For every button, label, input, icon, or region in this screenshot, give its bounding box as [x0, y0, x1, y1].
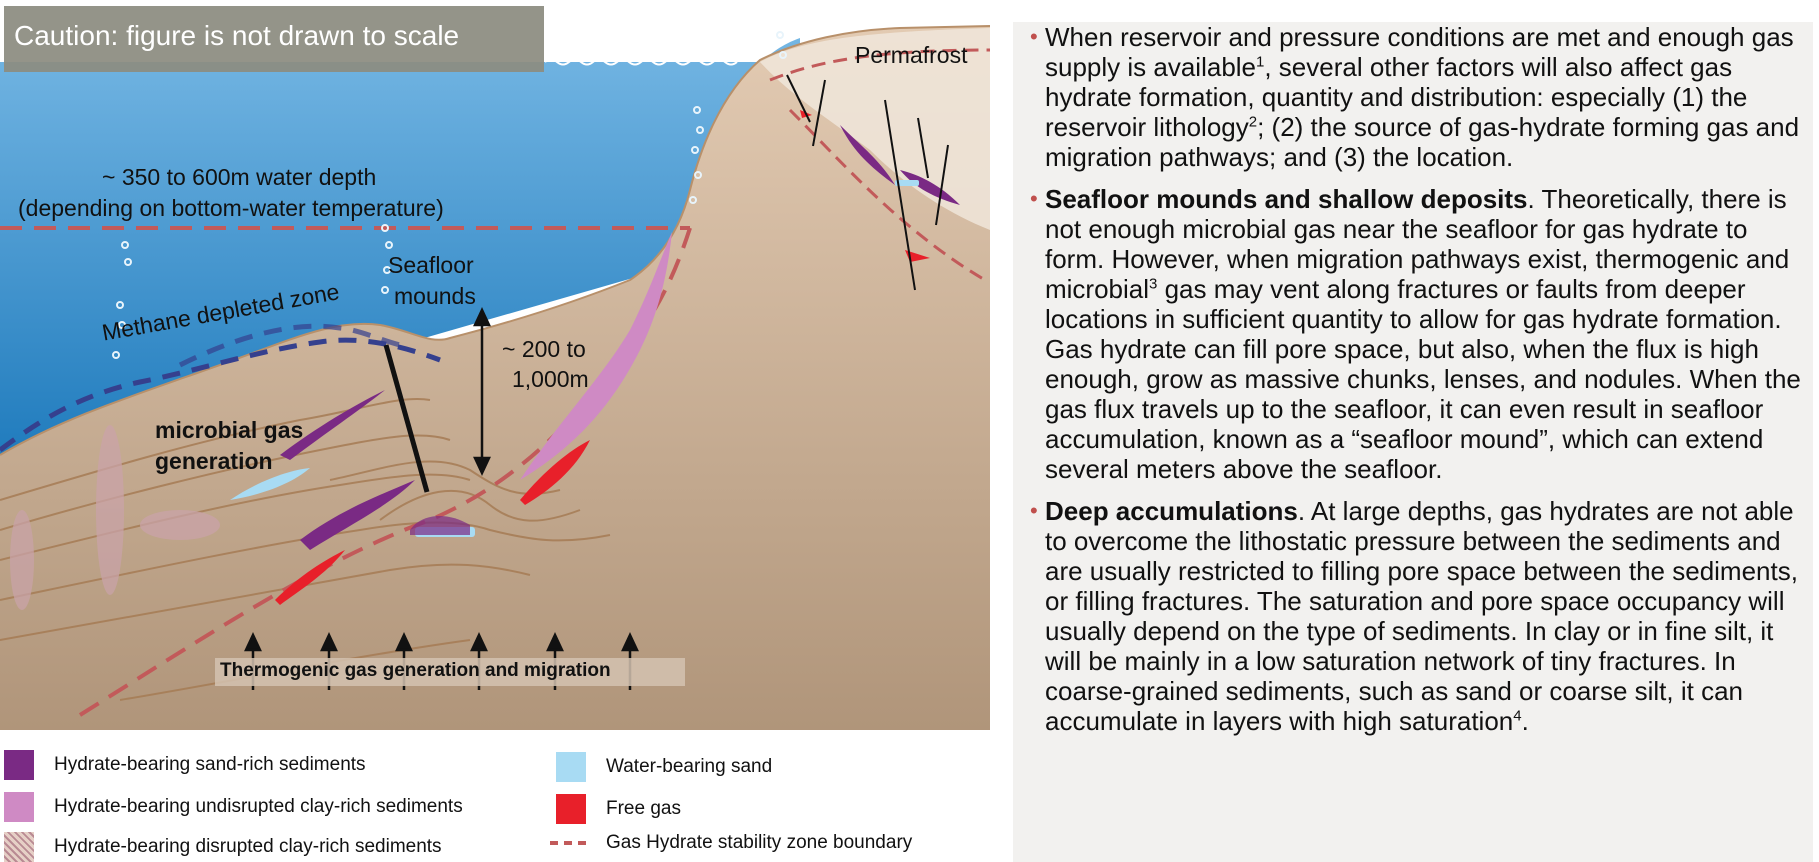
cross-section-illustration: [0, 25, 991, 730]
caution-text: Caution: figure is not drawn to scale: [14, 20, 460, 51]
methane-depleted-zone-line: [0, 337, 441, 453]
dashed-line-icon: [550, 841, 586, 845]
thermogenic-label: Thermogenic gas generation and migration: [220, 660, 611, 681]
seafloor-mounds-label-1: Seafloor: [388, 252, 474, 278]
stability-boundary-deep: [78, 227, 692, 717]
stability-boundary-permafrost: [769, 48, 991, 82]
depth-range-arrow: [473, 307, 491, 476]
hydrate-sand-lenses: [280, 125, 960, 550]
fault-line: [383, 344, 430, 493]
swatch-hydrate-sand: [4, 750, 34, 780]
swatch-free-gas: [556, 794, 586, 824]
legend-item-hydrate-clay: Hydrate-bearing undisrupted clay-rich se…: [4, 792, 463, 822]
depth-range-label-2: 1,000m: [512, 366, 589, 392]
bullet-title: Seafloor mounds and shallow deposits: [1045, 184, 1528, 214]
legend-item-free-gas: Free gas: [556, 794, 681, 824]
legend-item-hydrate-sand: Hydrate-bearing sand-rich sediments: [4, 750, 366, 780]
free-gas-patches: [275, 110, 930, 605]
sediment: [0, 26, 990, 730]
permafrost-label: Permafrost: [855, 42, 968, 68]
bullet-deep-accumulations: Deep accumulations. At large depths, gas…: [1030, 496, 1813, 736]
ocean-surface-waves: [544, 58, 738, 66]
legend-label: Gas Hydrate stability zone boundary: [606, 832, 913, 853]
text-panel: When reservoir and pressure conditions a…: [1013, 22, 1813, 862]
permafrost-faults: [786, 74, 949, 291]
swatch-disrupted-clay: [4, 832, 34, 862]
bullet-list: When reservoir and pressure conditions a…: [1013, 22, 1813, 748]
legend-label: Hydrate-bearing undisrupted clay-rich se…: [54, 796, 463, 817]
thermogenic-label-bg: [215, 658, 685, 686]
gas-bubbles: [112, 31, 787, 359]
methane-depleted-zone-line-2: [178, 323, 401, 368]
bullet-conditions: When reservoir and pressure conditions a…: [1030, 22, 1813, 172]
legend-label: Hydrate-bearing disrupted clay-rich sedi…: [54, 836, 442, 857]
water-depth-label-1: ~ 350 to 600m water depth: [102, 164, 377, 190]
legend-label: Water-bearing sand: [606, 756, 773, 777]
legend-item-stability-boundary: Gas Hydrate stability zone boundary: [550, 832, 912, 854]
mound-dome: [410, 515, 470, 535]
caution-box: [4, 6, 544, 72]
legend: Hydrate-bearing sand-rich sediments Hydr…: [0, 740, 990, 862]
hydrate-diagram: Caution: figure is not drawn to scale Pe…: [0, 0, 991, 730]
water-depth-label-2: (depending on bottom-water temperature): [18, 195, 444, 221]
stability-boundary-permafrost-lower: [788, 108, 986, 282]
seafloor-mounds-label-2: mounds: [394, 283, 476, 309]
legend-item-disrupted-clay: Hydrate-bearing disrupted clay-rich sedi…: [4, 832, 442, 862]
legend-label: Free gas: [606, 798, 681, 819]
swatch-water-sand: [556, 752, 586, 782]
depth-range-label-1: ~ 200 to: [502, 336, 586, 362]
bullet-title: Deep accumulations: [1045, 496, 1298, 526]
ocean: [0, 38, 800, 460]
sediment-layers: [0, 398, 611, 701]
bullet-seafloor-mounds: Seafloor mounds and shallow deposits. Th…: [1030, 184, 1813, 484]
swatch-hydrate-clay: [4, 792, 34, 822]
seafloor-line: [0, 25, 991, 456]
microbial-gas-label-1: microbial gas: [155, 417, 304, 443]
permafrost-zone: [760, 28, 990, 230]
legend-item-water-sand: Water-bearing sand: [556, 752, 772, 782]
legend-label: Hydrate-bearing sand-rich sediments: [54, 754, 366, 775]
microbial-gas-label-2: generation: [155, 448, 273, 474]
disrupted-clay-columns: [10, 425, 220, 610]
